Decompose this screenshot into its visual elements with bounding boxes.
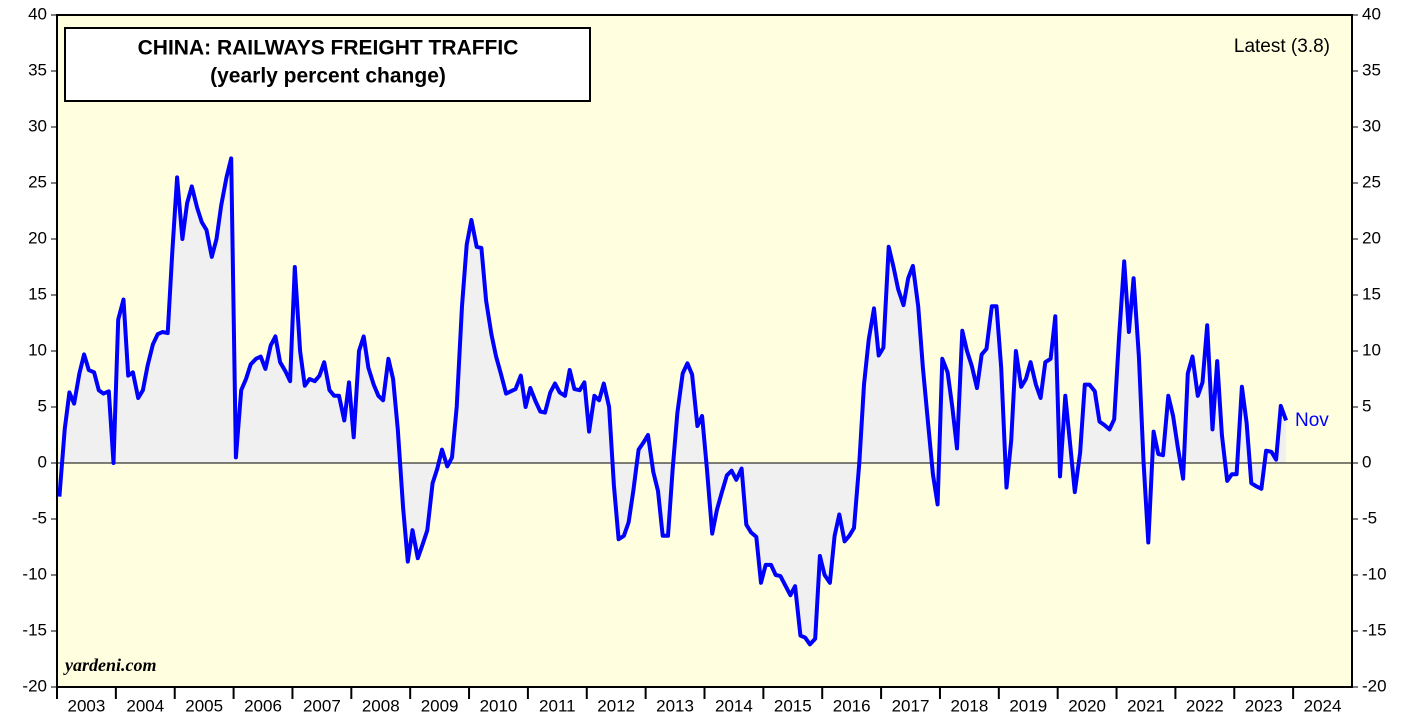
x-tick-label: 2023	[1245, 696, 1283, 715]
y2-tick-label: -5	[1362, 508, 1377, 527]
y2-tick-label: 25	[1362, 172, 1381, 191]
y2-tick-label: 30	[1362, 116, 1381, 135]
chart-title: CHINA: RAILWAYS FREIGHT TRAFFIC	[138, 37, 519, 60]
x-tick-label: 2018	[950, 696, 988, 715]
y-tick-label: -5	[32, 508, 47, 527]
chart-subtitle: (yearly percent change)	[210, 65, 446, 88]
title-box	[64, 27, 591, 102]
y-tick-label: -10	[22, 564, 47, 583]
y-tick-label: 20	[28, 228, 47, 247]
y-tick-label: 40	[28, 4, 47, 23]
source-label: yardeni.com	[63, 655, 157, 675]
x-tick-label: 2006	[244, 696, 282, 715]
y-tick-label: 30	[28, 116, 47, 135]
x-tick-label: 2007	[303, 696, 341, 715]
y2-tick-label: 40	[1362, 4, 1381, 23]
x-tick-label: 2011	[539, 696, 576, 715]
x-tick-label: 2014	[715, 696, 753, 715]
y2-tick-label: 20	[1362, 228, 1381, 247]
latest-label: Latest (3.8)	[1234, 36, 1330, 57]
y-tick-label: -15	[22, 620, 47, 639]
x-tick-label: 2008	[362, 696, 400, 715]
x-tick-label: 2020	[1068, 696, 1106, 715]
x-tick-label: 2015	[774, 696, 812, 715]
last-month-label: Nov	[1295, 410, 1329, 431]
x-tick-label: 2017	[892, 696, 930, 715]
y2-tick-label: 15	[1362, 284, 1381, 303]
y2-tick-label: 5	[1362, 396, 1371, 415]
y-tick-label: 10	[28, 340, 47, 359]
y2-tick-label: -20	[1362, 676, 1387, 695]
x-tick-label: 2009	[421, 696, 459, 715]
x-tick-label: 2010	[480, 696, 518, 715]
x-tick-label: 2022	[1186, 696, 1224, 715]
y-tick-label: 5	[38, 396, 47, 415]
area	[59, 158, 1287, 645]
x-tick-label: 2003	[68, 696, 106, 715]
x-tick-label: 2016	[833, 696, 871, 715]
y-tick-label: 0	[38, 452, 47, 471]
x-tick-label: 2019	[1009, 696, 1047, 715]
x-tick-label: 2013	[656, 696, 694, 715]
y-tick-label: 25	[28, 172, 47, 191]
x-tick-label: 2021	[1127, 696, 1165, 715]
x-tick-label: 2024	[1304, 696, 1342, 715]
y-tick-label: 15	[28, 284, 47, 303]
y-tick-label: 35	[28, 60, 47, 79]
y2-tick-label: 10	[1362, 340, 1381, 359]
x-tick-label: 2004	[126, 696, 164, 715]
x-tick-label: 2005	[185, 696, 223, 715]
y2-tick-label: 35	[1362, 60, 1381, 79]
y2-tick-label: -15	[1362, 620, 1387, 639]
y-tick-label: -20	[22, 676, 47, 695]
line	[57, 156, 1288, 647]
x-tick-label: 2012	[597, 696, 635, 715]
y2-tick-label: 0	[1362, 452, 1371, 471]
plot-background	[57, 15, 1352, 687]
y2-tick-label: -10	[1362, 564, 1387, 583]
